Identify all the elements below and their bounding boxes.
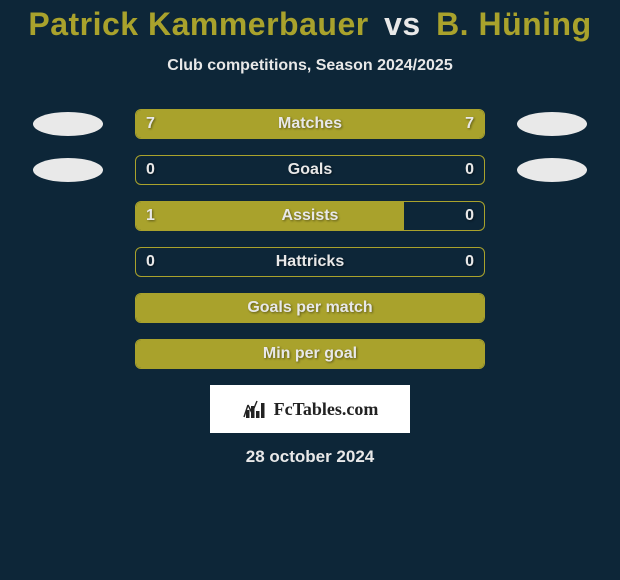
page-title: Patrick Kammerbauer vs B. Hüning — [0, 0, 620, 43]
stat-value-left: 1 — [146, 202, 155, 230]
stat-label: Goals — [136, 156, 484, 184]
stat-value-right: 0 — [465, 248, 474, 276]
chart-bars-icon — [242, 399, 268, 419]
stat-value-right: 7 — [465, 110, 474, 138]
stat-value-left: 7 — [146, 110, 155, 138]
date-label: 28 october 2024 — [0, 447, 620, 467]
stat-value-left: 0 — [146, 248, 155, 276]
player1-name: Patrick Kammerbauer — [28, 6, 368, 42]
bar-track: Hattricks0 0 — [135, 247, 485, 277]
stat-row: Goals0 0 — [0, 155, 620, 185]
bar-track: Min per goal — [135, 339, 485, 369]
brand-text: FcTables.com — [274, 399, 379, 420]
stat-row: Assists1 0 — [0, 201, 620, 231]
bar-track: Matches7 7 — [135, 109, 485, 139]
stat-value-right: 0 — [465, 156, 474, 184]
player2-name: B. Hüning — [436, 6, 592, 42]
brand-badge: FcTables.com — [210, 385, 410, 433]
stat-row: Goals per match — [0, 293, 620, 323]
stat-label: Assists — [136, 202, 484, 230]
stat-value-left: 0 — [146, 156, 155, 184]
player1-pad — [33, 112, 103, 136]
stat-row: Min per goal — [0, 339, 620, 369]
subtitle: Club competitions, Season 2024/2025 — [0, 57, 620, 75]
bar-track: Goals0 0 — [135, 155, 485, 185]
comparison-chart: Matches77Goals00Assists10Hattricks00Goal… — [0, 109, 620, 369]
stat-label: Hattricks — [136, 248, 484, 276]
stat-label: Min per goal — [136, 340, 484, 368]
player2-pad — [517, 158, 587, 182]
stat-row: Hattricks0 0 — [0, 247, 620, 277]
bar-track: Assists1 0 — [135, 201, 485, 231]
stat-label: Goals per match — [136, 294, 484, 322]
stat-value-right: 0 — [465, 202, 474, 230]
vs-label: vs — [384, 6, 421, 42]
stat-row: Matches7 7 — [0, 109, 620, 139]
bar-track: Goals per match — [135, 293, 485, 323]
player2-pad — [517, 112, 587, 136]
player1-pad — [33, 158, 103, 182]
stat-label: Matches — [136, 110, 484, 138]
